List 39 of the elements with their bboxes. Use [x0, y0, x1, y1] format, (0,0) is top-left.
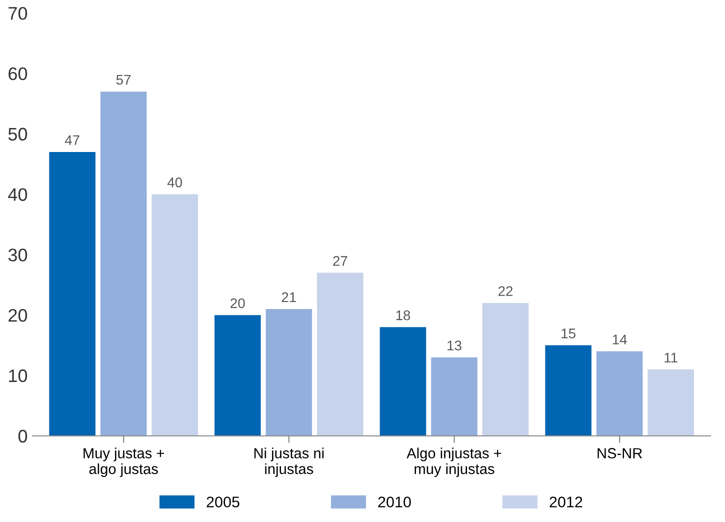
y-tick-label: 10 [9, 369, 28, 382]
bar [648, 369, 694, 436]
bar [596, 351, 643, 436]
y-tick-label: 40 [8, 188, 28, 201]
data-label: 18 [396, 310, 410, 320]
y-tick-label: 60 [8, 67, 28, 80]
data-label: 40 [167, 178, 182, 188]
data-label: 11 [664, 352, 678, 362]
data-label: 57 [116, 74, 131, 85]
data-label: 13 [448, 340, 462, 350]
bar [545, 345, 592, 436]
bar [266, 309, 312, 436]
legend-label: 2010 [378, 496, 411, 508]
legend-label: 2012 [550, 496, 582, 508]
y-tick-label: 0 [18, 430, 28, 443]
y-tick-label: 50 [8, 128, 28, 141]
x-tick-label: Algo injustas + muy injustas [406, 448, 502, 477]
x-tick-label: Ni justas ni injustas [254, 448, 324, 477]
bar [100, 92, 147, 436]
x-tick-label: Muy justas + algo justas [84, 448, 164, 477]
bar [49, 152, 96, 436]
bar [380, 327, 426, 436]
data-label: 15 [562, 328, 576, 338]
bar [214, 315, 261, 436]
data-label: 27 [333, 256, 348, 266]
data-label: 21 [282, 292, 296, 302]
bar [317, 272, 364, 436]
y-tick-label: 20 [8, 309, 28, 322]
bar [482, 302, 529, 436]
data-label: 20 [230, 298, 245, 308]
x-tick-label: NS-NR [598, 448, 642, 458]
bar [431, 357, 478, 436]
y-tick-label: 70 [8, 6, 28, 20]
data-label: 22 [498, 286, 513, 296]
data-label: 47 [64, 135, 80, 145]
legend-label: 2005 [206, 496, 240, 508]
bar [152, 194, 198, 436]
data-label: 14 [612, 334, 627, 344]
y-tick-label: 30 [8, 248, 28, 262]
